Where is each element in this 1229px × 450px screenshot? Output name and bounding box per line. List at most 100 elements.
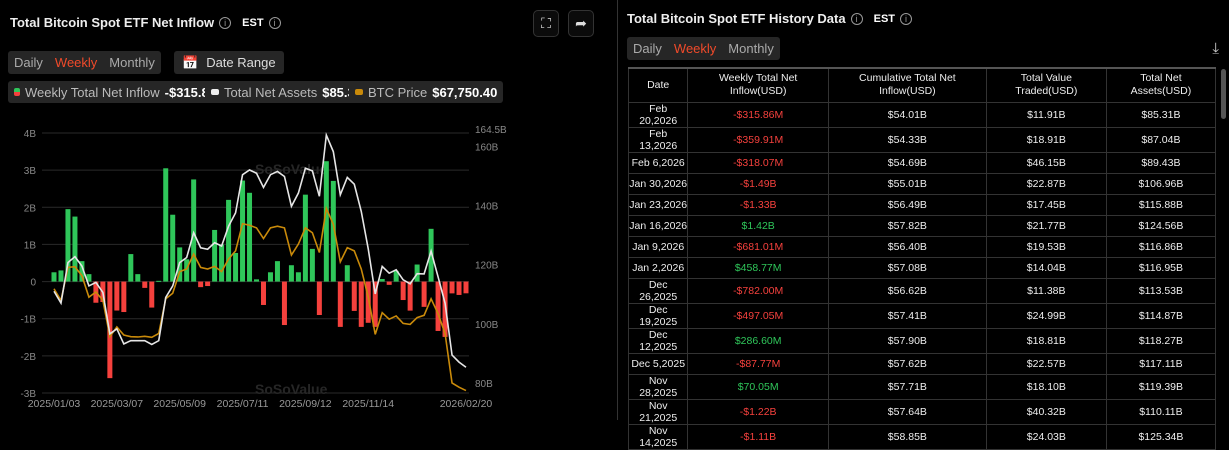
table-cell: $54.01B xyxy=(827,101,987,128)
table-scrollbar[interactable] xyxy=(1221,69,1226,119)
info-icon[interactable]: i xyxy=(850,12,863,25)
table-cell: $24.03B xyxy=(985,423,1107,450)
inflow-bar xyxy=(247,192,253,282)
table-cell: $114.87B xyxy=(1105,302,1217,329)
right-axis-tick: 100B xyxy=(475,320,499,331)
table-cell: $116.95B xyxy=(1105,256,1217,279)
date-range-button[interactable]: 📅 Date Range xyxy=(174,51,284,74)
table-row[interactable]: Jan 2,2026 $458.77M $57.08B $14.04B $116.95B xyxy=(627,256,1217,279)
period-daily[interactable]: Daily xyxy=(14,55,43,70)
table-row[interactable]: Jan 9,2026 -$681.01M $56.40B $19.53B $116.86… xyxy=(627,235,1217,258)
inflow-bar xyxy=(351,281,357,311)
table-cell: -$1.49B xyxy=(687,172,829,195)
inflow-bar xyxy=(156,280,162,282)
period-monthly[interactable]: Monthly xyxy=(109,55,155,70)
table-cell: $56.62B xyxy=(827,277,987,304)
period-daily[interactable]: Daily xyxy=(633,41,662,56)
btc-price-swatch-icon xyxy=(355,89,363,95)
left-axis-tick: 1B xyxy=(24,240,37,251)
table-cell: Jan 16,2026 xyxy=(627,214,689,237)
table-cell: $116.86B xyxy=(1105,235,1217,258)
table-row[interactable]: Dec 26,2025 -$782.00M $56.62B $11.38B $113.5… xyxy=(627,277,1217,304)
net-assets-swatch-icon xyxy=(211,89,219,95)
table-row[interactable]: Dec 12,2025 $286.60M $57.90B $18.81B $118.27… xyxy=(627,327,1217,354)
info-icon[interactable]: i xyxy=(900,12,913,25)
right-axis-tick: 160B xyxy=(475,142,499,153)
inflow-bar xyxy=(226,199,232,282)
inflow-bar xyxy=(358,281,364,327)
inflow-bar xyxy=(114,281,120,311)
table-cell: Jan 9,2026 xyxy=(627,235,689,258)
table-row[interactable]: Jan 16,2026 $1.42B $57.82B $21.77B $124.56B xyxy=(627,214,1217,237)
table-row[interactable]: Feb 6,2026 -$318.07M $54.69B $46.15B $89.43B xyxy=(627,151,1217,174)
inflow-bar xyxy=(205,281,211,287)
inflow-bar xyxy=(295,272,301,282)
table-cell: $56.49B xyxy=(827,193,987,216)
table-cell: $85.31B xyxy=(1105,101,1217,128)
x-axis-tick: 2025/11/14 xyxy=(342,398,394,410)
table-cell: $17.45B xyxy=(985,193,1107,216)
net-inflow-panel: Total Bitcoin Spot ETF Net Inflow i EST … xyxy=(0,0,613,420)
table-cell: -$318.07M xyxy=(687,151,829,174)
net-assets-line xyxy=(53,131,467,368)
legend-btc-price[interactable]: BTC Price $67,750.40 xyxy=(349,81,504,103)
inflow-bar xyxy=(72,216,78,282)
legend-label: BTC Price xyxy=(368,84,428,100)
inflow-bar xyxy=(79,261,85,282)
table-cell: $14.04B xyxy=(985,256,1107,279)
inflow-bar xyxy=(302,194,308,282)
chart-title-row: Total Bitcoin Spot ETF Net Inflow i EST … xyxy=(10,15,281,30)
period-monthly[interactable]: Monthly xyxy=(728,41,774,56)
table-cell: $57.62B xyxy=(827,352,987,375)
table-row[interactable]: Feb 13,2026 -$359.91M $54.33B $18.91B $87.04… xyxy=(627,126,1217,153)
legend-inflow[interactable]: Weekly Total Net Inflow -$315.86M xyxy=(8,81,233,103)
table-cell: $18.91B xyxy=(985,126,1107,153)
table-row[interactable]: Jan 30,2026 -$1.49B $55.01B $22.87B $106.96B xyxy=(627,172,1217,195)
x-axis-tick: 2026/02/20 xyxy=(440,398,493,410)
inflow-bar xyxy=(379,278,385,282)
x-axis-tick: 2025/05/09 xyxy=(153,398,206,410)
fullscreen-button[interactable]: ⛶ xyxy=(533,10,559,37)
period-weekly[interactable]: Weekly xyxy=(54,55,98,70)
watermark: SoSoValue xyxy=(255,161,328,177)
table-row[interactable]: Nov 21,2025 -$1.22B $57.64B $40.32B $110.11B xyxy=(627,398,1217,425)
period-weekly[interactable]: Weekly xyxy=(673,41,717,56)
right-axis-tick: 164.5B xyxy=(475,125,507,136)
table-row[interactable]: Feb 20,2026 -$315.86M $54.01B $11.91B $85.31… xyxy=(627,101,1217,128)
table-row[interactable]: Jan 23,2026 -$1.33B $56.49B $17.45B $115.88B xyxy=(627,193,1217,216)
inflow-bar xyxy=(400,281,406,301)
download-icon[interactable]: ⤓ xyxy=(1212,40,1219,57)
inflow-bar xyxy=(463,281,469,294)
inflow-bar xyxy=(449,281,455,294)
timezone-label: EST xyxy=(873,12,896,25)
table-row[interactable]: Nov 14,2025 -$1.11B $58.85B $24.03B $125.34B xyxy=(627,423,1217,450)
table-cell: -$87.77M xyxy=(687,352,829,375)
table-cell: $54.69B xyxy=(827,151,987,174)
inflow-bar xyxy=(51,272,57,282)
table-cell: Nov 28,2025 xyxy=(627,373,689,400)
inflow-bar xyxy=(233,252,239,282)
inflow-bar xyxy=(309,248,315,282)
fullscreen-icon: ⛶ xyxy=(541,15,551,31)
info-icon[interactable]: i xyxy=(268,16,281,29)
period-selector: Daily Weekly Monthly xyxy=(8,51,161,74)
inflow-bar xyxy=(316,281,322,315)
info-icon[interactable]: i xyxy=(219,16,232,29)
table-row[interactable]: Dec 19,2025 -$497.05M $57.41B $24.99B $114.8… xyxy=(627,302,1217,329)
left-axis-tick: 3B xyxy=(24,166,37,177)
table-cell: $89.43B xyxy=(1105,151,1217,174)
table-cell: $22.87B xyxy=(985,172,1107,195)
table-cell: -$681.01M xyxy=(687,235,829,258)
table-cell: $11.38B xyxy=(985,277,1107,304)
column-header: Cumulative Total Net Inflow(USD) xyxy=(827,67,987,103)
net-inflow-chart[interactable]: 4B 3B 2B 1B 0 -1B -2B -3B 164.5B 160B 140B 120B 100B… xyxy=(0,110,613,420)
history-data-panel: Total Bitcoin Spot ETF History Data i ES… xyxy=(617,0,1229,450)
inflow-bar xyxy=(267,272,273,282)
share-button[interactable]: ➦ xyxy=(568,10,594,37)
table-cell: $57.90B xyxy=(827,327,987,354)
table-row[interactable]: Dec 5,2025 -$87.77M $57.62B $22.57B $117.11B xyxy=(627,352,1217,375)
chart-title: Total Bitcoin Spot ETF Net Inflow xyxy=(10,15,215,30)
table-row[interactable]: Nov 28,2025 $70.05M $57.71B $18.10B $119.39B xyxy=(627,373,1217,400)
inflow-bar xyxy=(128,254,134,282)
table-cell: $57.64B xyxy=(827,398,987,425)
